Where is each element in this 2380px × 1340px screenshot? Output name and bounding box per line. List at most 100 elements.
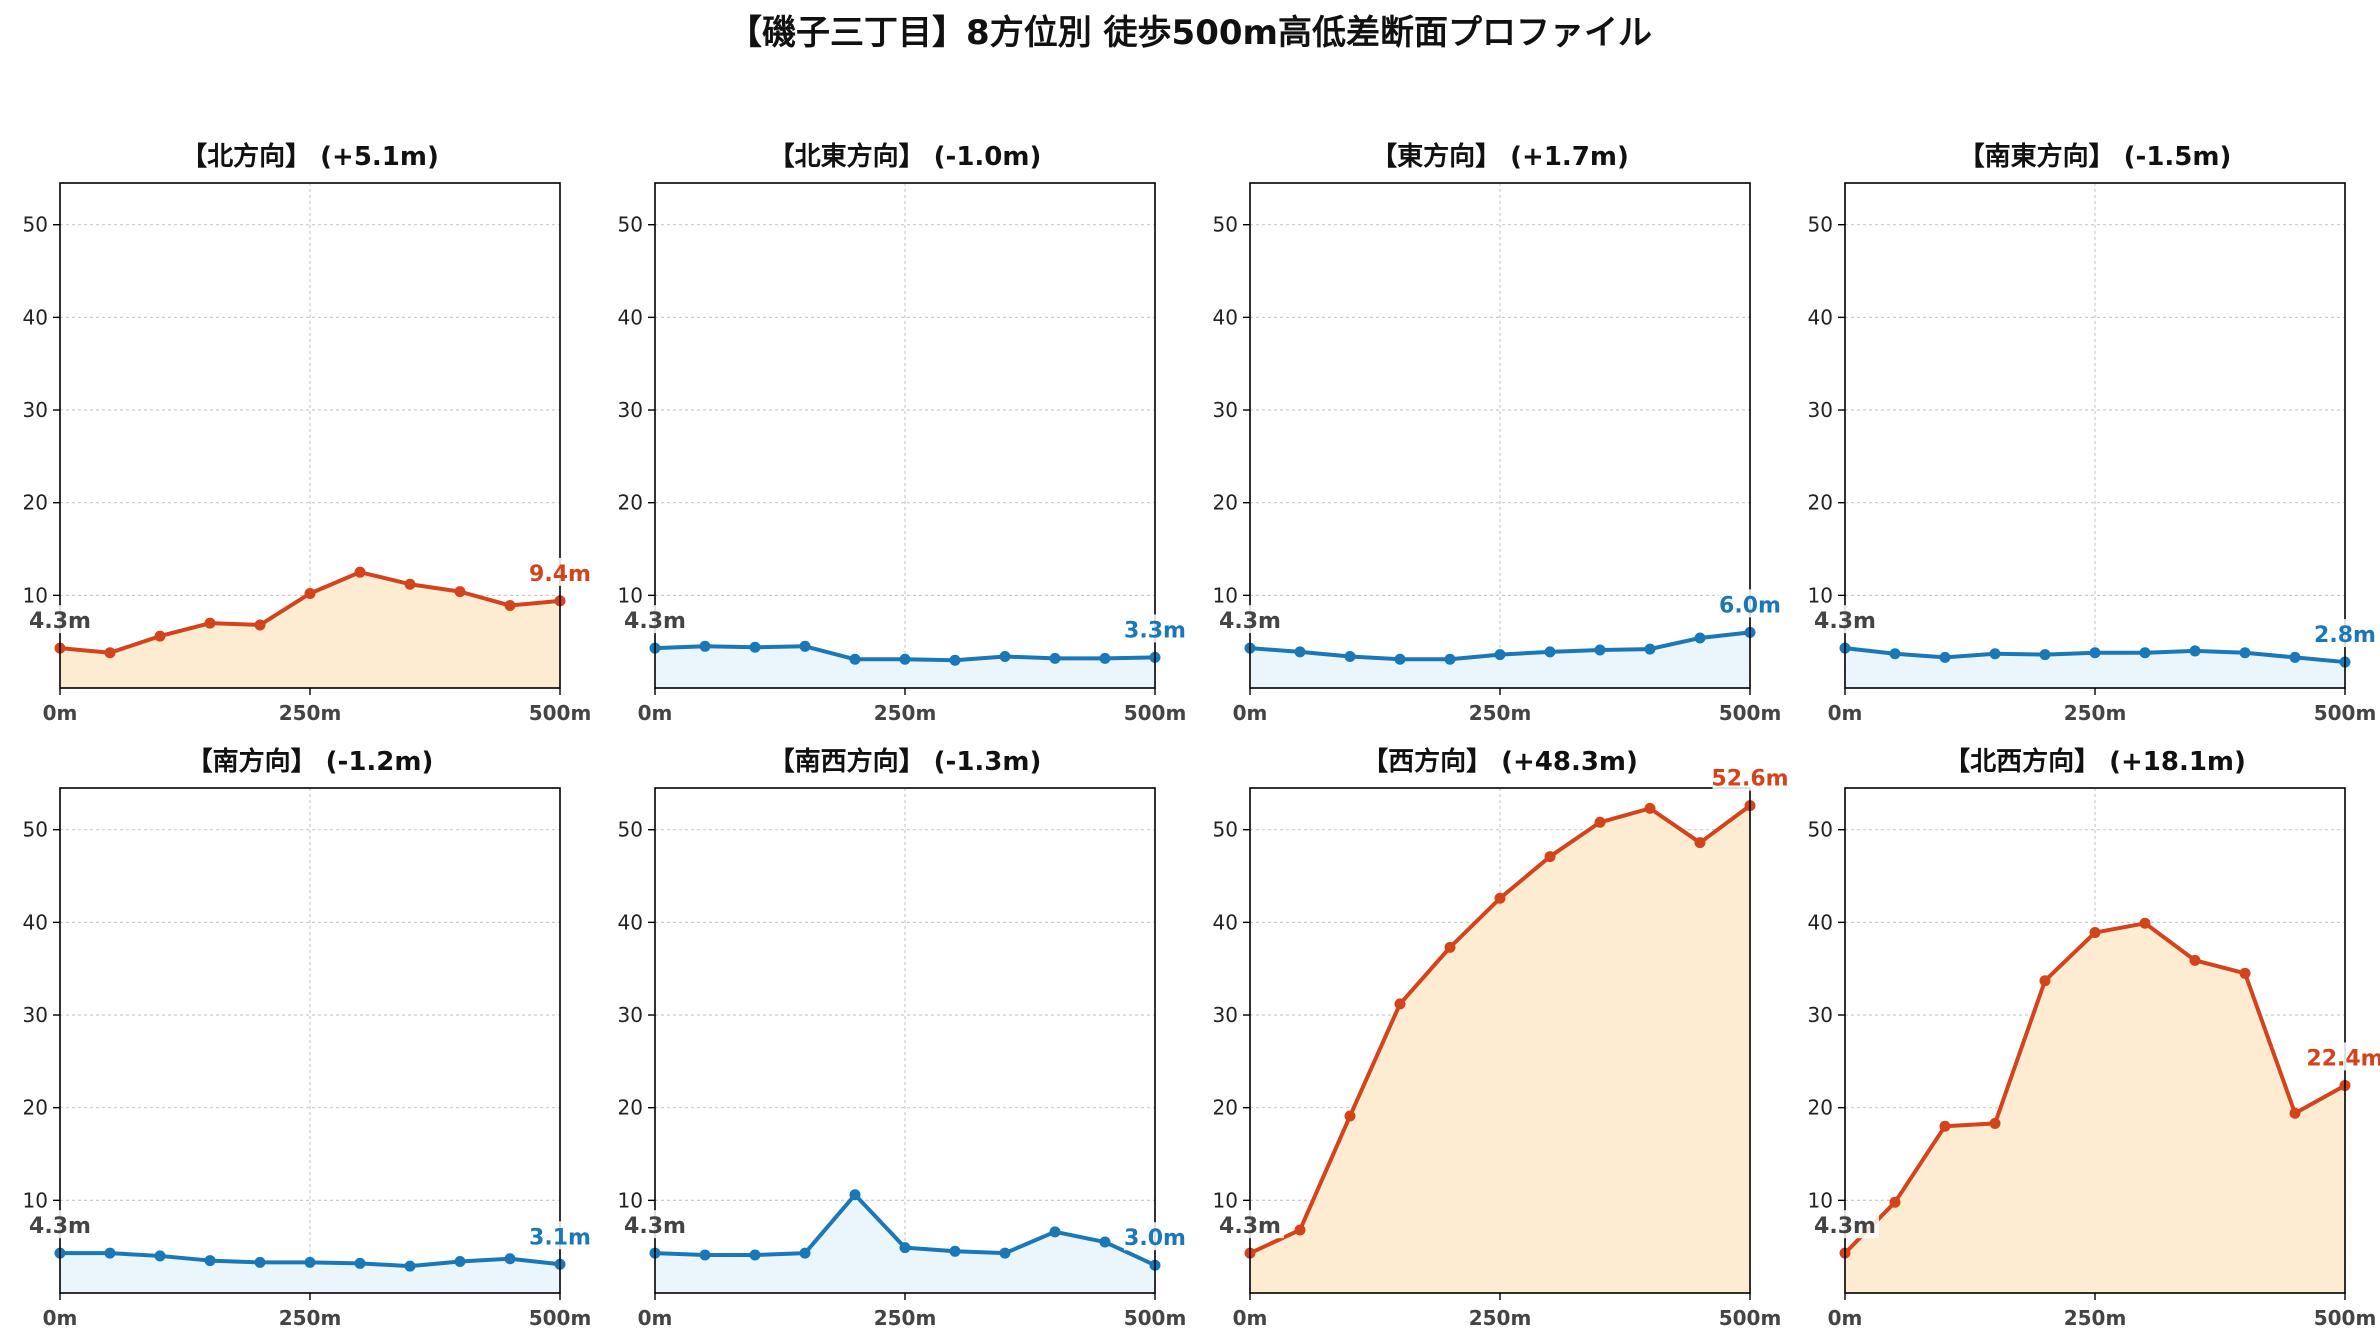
y-tick-label: 50: [1213, 818, 1238, 842]
data-point: [2039, 975, 2051, 987]
data-point: [504, 1253, 516, 1265]
data-point: [1444, 653, 1456, 665]
start-label-bg: [1216, 1210, 1284, 1239]
x-tick-label: 250m: [874, 701, 937, 725]
end-label-bg: [1719, 589, 1781, 618]
x-tick-label: 500m: [1719, 701, 1782, 725]
end-label-bg: [1124, 1222, 1186, 1251]
end-label: 6.0m: [1719, 593, 1781, 618]
y-tick-label: 30: [23, 398, 48, 422]
area-fill: [60, 1253, 560, 1293]
end-label-bg: [529, 557, 591, 586]
data-point: [2039, 649, 2051, 661]
start-label: 4.3m: [1219, 609, 1281, 634]
data-point: [1344, 1110, 1356, 1122]
end-label-bg: [529, 1221, 591, 1250]
area-fill: [1845, 923, 2345, 1293]
data-point: [799, 1247, 811, 1259]
x-tick-label: 250m: [279, 1306, 342, 1330]
data-point: [749, 641, 761, 653]
data-point: [2189, 645, 2201, 657]
end-label: 22.4m: [2306, 1046, 2380, 1071]
data-point: [254, 1256, 266, 1268]
data-point: [999, 1247, 1011, 1259]
data-point: [849, 1189, 861, 1201]
y-tick-label: 20: [1808, 1096, 1833, 1120]
panel-title: 【北東方向】 (-1.0m): [769, 141, 1042, 172]
data-point: [1989, 1117, 2001, 1129]
data-point: [1939, 651, 1951, 663]
data-point: [1294, 646, 1306, 658]
area-fill: [1250, 632, 1750, 688]
data-point: [154, 630, 166, 642]
y-tick-label: 20: [23, 491, 48, 515]
data-point: [2239, 967, 2251, 979]
start-label-bg: [1811, 605, 1879, 634]
y-tick-label: 40: [1213, 305, 1238, 329]
data-point: [354, 566, 366, 578]
y-tick-label: 10: [1808, 1188, 1833, 1212]
y-tick-label: 40: [1213, 910, 1238, 934]
y-tick-label: 40: [618, 910, 643, 934]
data-point: [1939, 1120, 1951, 1132]
panel-title: 【西方向】 (+48.3m): [1362, 746, 1638, 777]
data-point: [354, 1257, 366, 1269]
start-label: 4.3m: [1814, 609, 1876, 634]
y-tick-label: 50: [1808, 818, 1833, 842]
data-point: [1494, 649, 1506, 661]
data-point: [699, 1249, 711, 1261]
data-point: [504, 600, 516, 612]
y-tick-label: 30: [1213, 398, 1238, 422]
data-point: [1594, 816, 1606, 828]
x-tick-label: 250m: [874, 1306, 937, 1330]
y-tick-label: 20: [1808, 491, 1833, 515]
data-point: [1294, 1224, 1306, 1236]
x-tick-label: 500m: [2314, 701, 2377, 725]
y-tick-label: 50: [1213, 213, 1238, 237]
data-point: [304, 1256, 316, 1268]
area-fill: [60, 572, 560, 688]
data-point: [2089, 647, 2101, 659]
start-label-bg: [26, 1210, 94, 1239]
data-point: [1989, 648, 2001, 660]
data-point: [1694, 837, 1706, 849]
x-tick-label: 0m: [1828, 1306, 1863, 1330]
start-label-bg: [1811, 1210, 1879, 1239]
x-tick-label: 250m: [2064, 701, 2127, 725]
y-tick-label: 10: [618, 583, 643, 607]
data-point: [1444, 941, 1456, 953]
y-tick-label: 20: [23, 1096, 48, 1120]
data-point: [2239, 647, 2251, 659]
y-tick-label: 30: [1213, 1003, 1238, 1027]
x-tick-label: 500m: [529, 701, 592, 725]
data-point: [254, 619, 266, 631]
x-tick-label: 0m: [638, 701, 673, 725]
data-point: [1494, 892, 1506, 904]
data-point: [304, 587, 316, 599]
area-fill: [655, 1194, 1155, 1293]
start-label-bg: [26, 605, 94, 634]
x-tick-label: 250m: [1469, 1306, 1532, 1330]
y-tick-label: 20: [1213, 1096, 1238, 1120]
y-tick-label: 10: [618, 1188, 643, 1212]
x-tick-label: 0m: [43, 701, 78, 725]
y-tick-label: 40: [23, 305, 48, 329]
data-point: [949, 654, 961, 666]
area-fill: [1250, 805, 1750, 1293]
data-point: [1544, 851, 1556, 863]
data-point: [454, 586, 466, 598]
start-label: 4.3m: [624, 1214, 686, 1239]
data-point: [2089, 927, 2101, 939]
end-label-bg: [2314, 619, 2376, 648]
data-point: [1544, 646, 1556, 658]
data-point: [949, 1245, 961, 1257]
area-fill: [1845, 648, 2345, 688]
y-tick-label: 40: [618, 305, 643, 329]
